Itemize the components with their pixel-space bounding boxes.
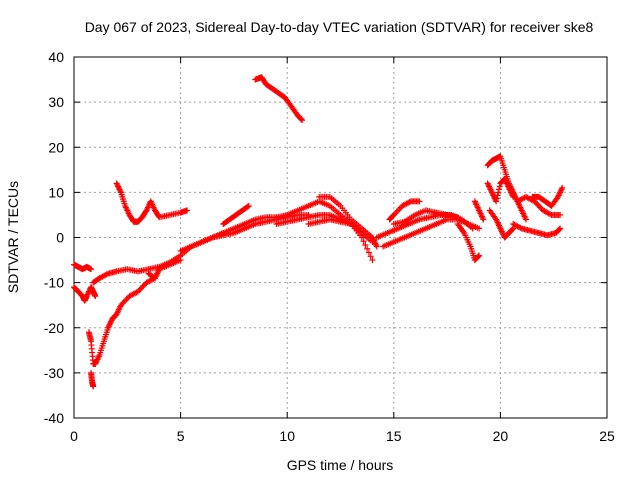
data-point <box>556 226 563 233</box>
data-point <box>183 207 190 214</box>
data-point <box>469 225 476 232</box>
data-point <box>365 249 372 256</box>
data-point <box>177 257 184 264</box>
series-track-11 <box>252 74 306 124</box>
y-tick-label: -10 <box>44 275 64 291</box>
data-point <box>493 198 500 205</box>
series-track-08 <box>177 211 312 255</box>
series-track-06 <box>145 257 184 282</box>
data-point <box>496 183 503 190</box>
data-point <box>559 184 566 191</box>
data-point <box>476 225 483 232</box>
series-track-14 <box>316 193 380 250</box>
data-point <box>88 266 95 273</box>
series-track-07 <box>113 180 190 225</box>
data-point <box>416 198 423 205</box>
series-track-20 <box>454 220 483 264</box>
y-tick-label: -20 <box>44 320 64 336</box>
data-point <box>495 186 502 193</box>
series-track-03 <box>85 275 159 367</box>
data-point <box>369 257 376 264</box>
series-track-25 <box>510 220 564 239</box>
series-track-24 <box>486 207 517 241</box>
data-points <box>71 74 566 390</box>
series-track-21 <box>471 198 487 223</box>
x-tick-label: 15 <box>386 428 402 444</box>
y-tick-label: -30 <box>44 365 64 381</box>
tick-labels: 0 5 10 15 20 25 40 30 20 10 0 -10 -20 -30 -40 <box>44 49 615 444</box>
series-track-15 <box>305 216 355 227</box>
data-point <box>494 192 501 199</box>
series-track-23 <box>484 175 517 205</box>
data-point <box>480 216 487 223</box>
plot-frame <box>73 56 608 419</box>
data-point <box>476 252 483 259</box>
x-tick-label: 0 <box>70 428 78 444</box>
x-tick-label: 20 <box>493 428 509 444</box>
data-point <box>454 214 461 221</box>
x-tick-label: 5 <box>177 428 185 444</box>
series-track-19 <box>386 198 423 223</box>
data-point <box>298 116 305 123</box>
data-point <box>495 189 502 196</box>
data-point <box>557 225 564 232</box>
data-point <box>509 226 516 233</box>
data-point <box>522 216 529 223</box>
data-point <box>90 383 97 390</box>
data-point <box>244 203 251 210</box>
data-point <box>367 253 374 260</box>
series-track-18 <box>390 207 461 227</box>
data-point <box>364 245 371 252</box>
data-point <box>92 293 99 300</box>
data-point <box>373 243 380 250</box>
data-point <box>348 220 355 227</box>
x-axis-label: GPS time / hours <box>287 457 394 473</box>
data-point <box>299 117 306 124</box>
data-point <box>360 238 367 245</box>
series-track-09 <box>198 211 291 246</box>
y-tick-label: -40 <box>44 410 64 426</box>
series-track-10 <box>220 202 252 227</box>
y-tick-label: 0 <box>56 230 64 246</box>
y-tick-label: 20 <box>48 139 64 155</box>
x-tick-label: 25 <box>599 428 615 444</box>
y-tick-label: 10 <box>48 184 64 200</box>
data-point <box>362 242 369 249</box>
series-track-04 <box>88 369 97 390</box>
data-point <box>245 202 252 209</box>
data-point <box>475 253 482 260</box>
y-tick-label: 30 <box>48 94 64 110</box>
x-tick-label: 10 <box>279 428 295 444</box>
y-axis-label: SDTVAR / TECUs <box>5 181 21 293</box>
y-tick-label: 40 <box>48 49 64 65</box>
data-point <box>493 195 500 202</box>
series-track-02 <box>71 284 99 304</box>
series-track-27 <box>529 184 566 209</box>
grid <box>74 57 607 418</box>
data-point <box>510 193 517 200</box>
data-point <box>358 234 365 241</box>
data-point <box>557 211 564 218</box>
series-track-01 <box>71 261 95 273</box>
chart-title: Day 067 of 2023, Sidereal Day-to-day VTE… <box>85 19 594 35</box>
